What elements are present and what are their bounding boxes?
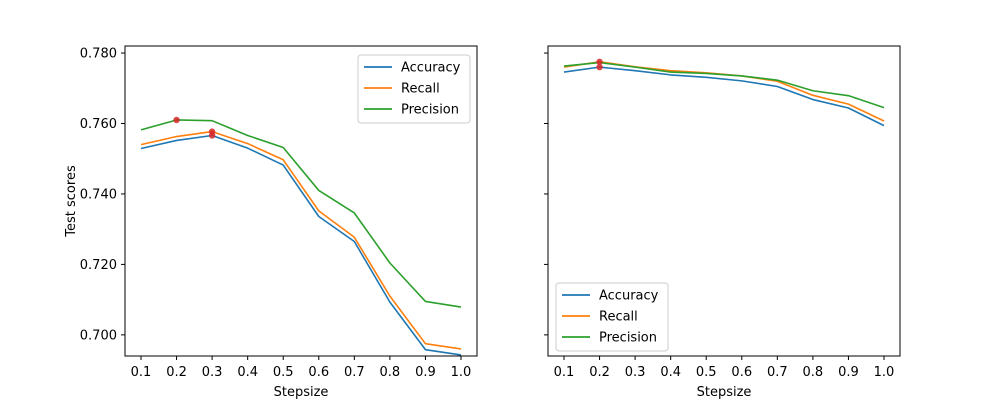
series-line-accuracy: [140, 134, 462, 356]
x-tick-label: 0.7: [767, 365, 788, 380]
x-tick-label: 1.0: [874, 365, 895, 380]
series-line-precision: [563, 61, 885, 109]
legend-label-precision: Precision: [599, 331, 657, 346]
x-tick-label: 0.6: [308, 365, 329, 380]
legend-label-accuracy: Accuracy: [599, 289, 659, 304]
legend: Accuracy Recall Precision: [357, 54, 471, 124]
x-tick-label: 0.2: [589, 365, 610, 380]
legend: Accuracy Recall Precision: [555, 282, 669, 352]
x-tick-label: 0.3: [625, 365, 646, 380]
highlight-marker-1: [173, 116, 180, 124]
x-tick-label: 0.1: [131, 365, 152, 380]
y-tick-label: 0.740: [80, 187, 117, 202]
x-tick-label: 0.7: [344, 365, 365, 380]
chart-panel-2: 0.1 0.2 0.3 0.4 0.5 0.6 0.7 0.8 0.9 1.0 Stepsize Ac…: [544, 45, 901, 400]
chart-panel-1: 0.1 0.2 0.3 0.4 0.5 0.6 0.7 0.8 0.9 1.0 0.700 0.720…: [64, 45, 478, 400]
y-axis-label: Test scores: [64, 165, 79, 238]
x-tick-label: 0.9: [838, 365, 859, 380]
x-tick-label: 0.4: [237, 365, 258, 380]
legend-label-recall: Recall: [599, 310, 638, 325]
highlight-marker-3: [208, 132, 216, 139]
legend-label-recall: Recall: [401, 82, 440, 97]
highlight-marker-1: [596, 58, 603, 66]
y-tick-label: 0.700: [80, 328, 117, 343]
series-line-recall: [140, 130, 462, 350]
x-tick-label: 0.8: [380, 365, 401, 380]
x-tick-label: 0.1: [554, 365, 575, 380]
x-tick-label: 0.9: [415, 365, 436, 380]
x-tick-label: 0.5: [273, 365, 294, 380]
x-tick-label: 0.6: [731, 365, 752, 380]
x-axis-label: Stepsize: [697, 385, 752, 400]
series-line-recall: [563, 61, 885, 122]
highlight-marker-2: [596, 63, 603, 71]
legend-frame: [357, 54, 471, 124]
y-tick-label: 0.760: [80, 117, 117, 132]
plot-frame: [547, 45, 901, 357]
x-tick-label: 0.4: [660, 365, 681, 380]
x-tick-label: 0.5: [696, 365, 717, 380]
series-line-precision: [140, 119, 462, 308]
x-tick-label: 0.8: [803, 365, 824, 380]
x-tick-label: 0.3: [202, 365, 223, 380]
x-tick-label: 0.2: [166, 365, 187, 380]
y-tick-label: 0.780: [80, 47, 117, 62]
series-line-accuracy: [563, 66, 885, 127]
x-axis-label: Stepsize: [274, 385, 329, 400]
x-tick-label: 1.0: [451, 365, 472, 380]
plot-frame: [124, 45, 478, 357]
legend-label-precision: Precision: [401, 103, 459, 118]
legend-frame: [555, 282, 669, 352]
y-tick-label: 0.720: [80, 258, 117, 273]
legend-label-accuracy: Accuracy: [401, 61, 461, 76]
